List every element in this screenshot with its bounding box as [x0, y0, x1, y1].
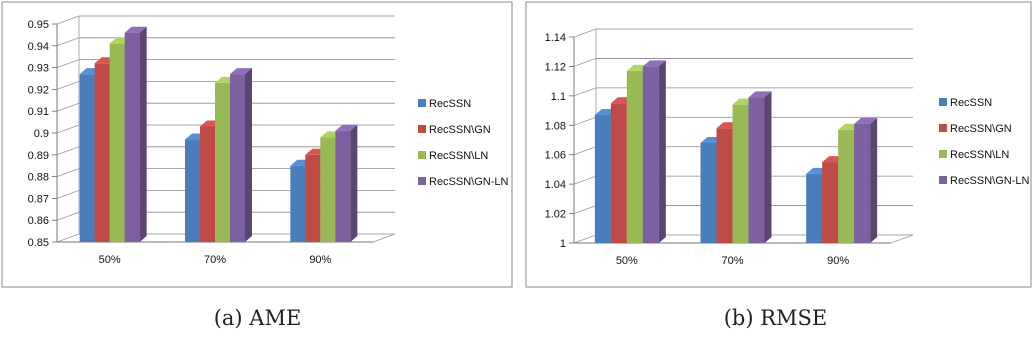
legend-swatch [418, 177, 426, 185]
y-tick-label: 1.14 [545, 32, 566, 44]
x-tick-label: 70% [204, 254, 226, 266]
legend-label: RecSSN\GN-LN [429, 176, 509, 188]
bar [642, 60, 666, 243]
y-tick-label: 0.87 [28, 193, 49, 205]
legend-label: RecSSN\LN [429, 150, 488, 162]
gridline-diagonal [56, 81, 80, 90]
caption-ame: (a) AME [213, 306, 302, 330]
bar [230, 68, 252, 242]
y-tick-label: 0.92 [28, 84, 49, 96]
gridline-diagonal [573, 146, 597, 156]
gridline-diagonal [56, 37, 80, 47]
gridline-diagonal [56, 124, 80, 134]
x-tick-label: 50% [616, 255, 638, 267]
y-tick-label: 0.95 [28, 19, 49, 31]
gridline-diagonal [56, 190, 80, 199]
legend: RecSSN RecSSN\GN RecSSN\LN RecSSN\GN-LN [418, 98, 509, 188]
y-tick-label: 1 [560, 238, 566, 250]
gridline-diagonal [56, 168, 80, 177]
bars [79, 26, 358, 243]
y-tick-label: 1.1 [551, 91, 566, 103]
y-tick-label: 1.06 [545, 150, 566, 162]
chart-frame [1, 1, 513, 288]
gridline-diagonal [573, 28, 597, 38]
y-tick-label: 0.9 [34, 128, 49, 140]
y-tick-label: 0.88 [28, 172, 49, 184]
legend-label: RecSSN [950, 97, 992, 109]
gridline-diagonal [56, 146, 80, 156]
gridline-diagonal [56, 15, 80, 25]
gridline-diagonal [573, 205, 597, 214]
legend-swatch [939, 124, 947, 132]
y-tick-label: 0.89 [28, 150, 49, 162]
y-tick-label: 0.85 [28, 237, 49, 249]
rmse-chart: 1 1.02 1.04 1.06 1.08 1.1 1.12 1.14 50% 70% 90% Rec… [525, 1, 1032, 288]
legend-label: RecSSN [429, 98, 471, 110]
bars [594, 60, 878, 243]
gridline-diagonal [56, 233, 80, 243]
x-tick-label: 70% [721, 255, 743, 267]
y-tick-label: 0.93 [28, 63, 49, 75]
gridline-diagonal [56, 211, 80, 221]
legend-label: RecSSN\GN [950, 123, 1012, 135]
y-tick-label: 1.12 [545, 61, 566, 73]
y-tick-label: 1.08 [545, 120, 566, 132]
legend-swatch [418, 125, 426, 133]
x-tick-label: 90% [827, 255, 849, 267]
x-tick-label: 90% [309, 254, 331, 266]
y-tick-label: 0.86 [28, 215, 49, 227]
bar [854, 117, 878, 243]
y-tick-label: 1.02 [545, 209, 566, 221]
legend-swatch [939, 176, 947, 184]
gridline-diagonal [573, 116, 597, 126]
legend-swatch [939, 150, 947, 158]
gridline-diagonal [56, 59, 80, 68]
floor-edge [372, 233, 396, 243]
gridline-diagonal [56, 102, 80, 112]
legend-swatch [939, 98, 947, 106]
floor-edge [890, 234, 914, 244]
gridline-diagonal [573, 58, 597, 67]
y-tick-label: 1.04 [545, 179, 566, 191]
y-tick-label: 0.91 [28, 106, 49, 118]
chart-panel-ame: 0.85 0.86 0.87 0.88 0.89 0.9 0.91 0.92 0.93 0.94 0… [0, 0, 515, 345]
chart-panel-rmse: 1 1.02 1.04 1.06 1.08 1.1 1.12 1.14 50% 70% 90% Rec… [518, 0, 1033, 345]
ame-chart: 0.85 0.86 0.87 0.88 0.89 0.9 0.91 0.92 0.93 0.94 0… [1, 1, 513, 288]
legend-label: RecSSN\GN [429, 124, 491, 136]
legend: RecSSN RecSSN\GN RecSSN\LN RecSSN\GN-LN [939, 97, 1030, 187]
gridline-diagonal [573, 234, 597, 244]
bar [335, 124, 358, 242]
gridline-diagonal [573, 87, 597, 97]
caption-rmse: (b) RMSE [723, 306, 828, 330]
legend-swatch [418, 99, 426, 107]
legend-label: RecSSN\GN-LN [950, 175, 1030, 187]
legend-label: RecSSN\LN [950, 149, 1009, 161]
y-tick-label: 0.94 [28, 41, 49, 53]
legend-swatch [418, 151, 426, 159]
gridline-diagonal [573, 175, 597, 185]
chart-frame [525, 1, 1032, 288]
x-tick-label: 50% [99, 254, 121, 266]
bar [748, 91, 772, 243]
bar [124, 26, 147, 242]
